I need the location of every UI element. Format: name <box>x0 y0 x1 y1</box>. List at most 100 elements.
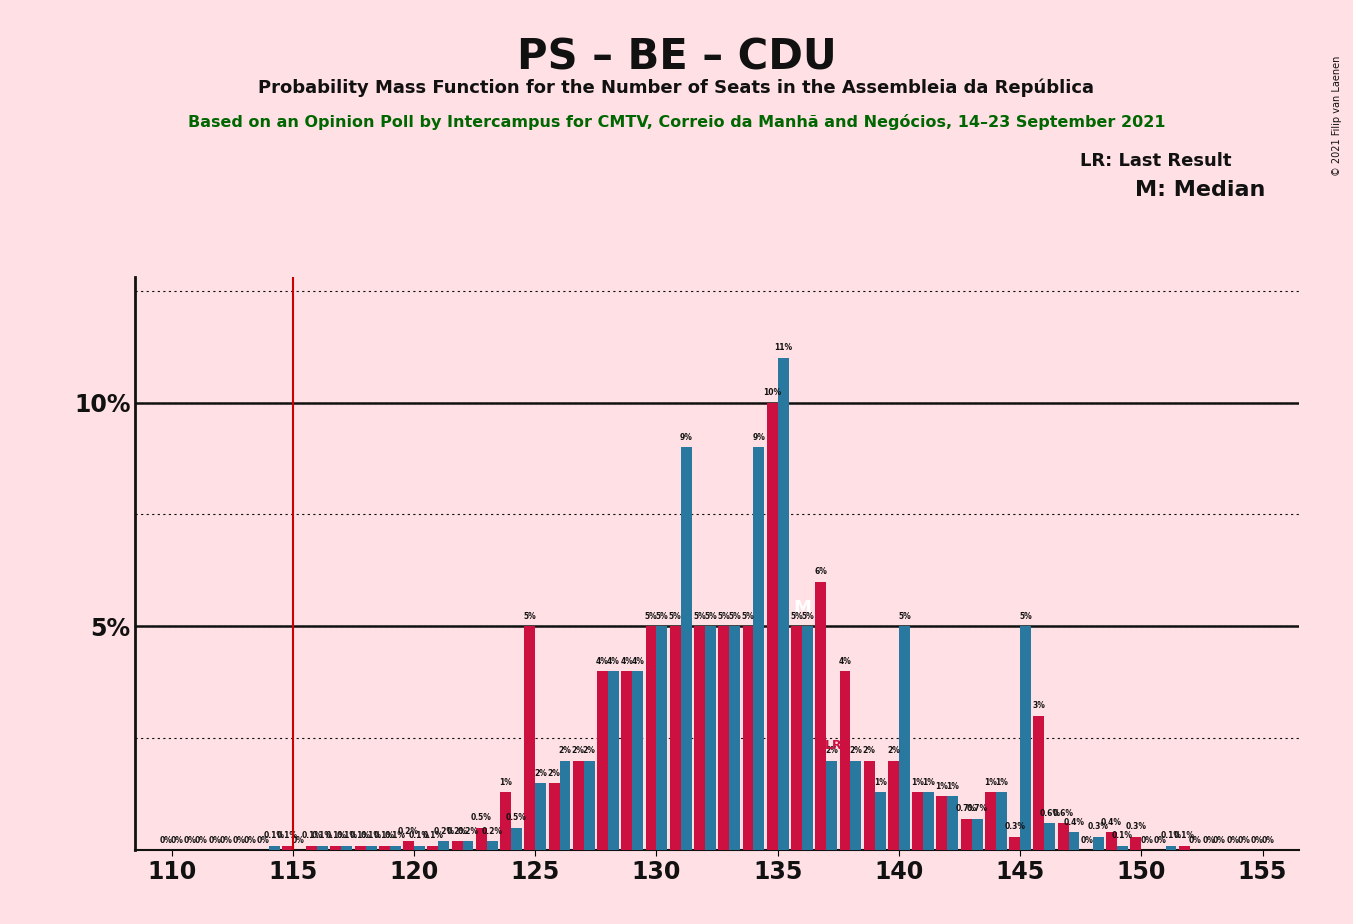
Text: 1%: 1% <box>994 777 1008 786</box>
Text: 0.1%: 0.1% <box>325 832 346 840</box>
Bar <box>463 841 474 850</box>
Bar <box>802 626 813 850</box>
Bar <box>778 358 789 850</box>
Text: 1%: 1% <box>923 777 935 786</box>
Text: 0%: 0% <box>257 835 269 845</box>
Text: 0.1%: 0.1% <box>313 832 333 840</box>
Text: PS – BE – CDU: PS – BE – CDU <box>517 37 836 79</box>
Bar <box>645 626 656 850</box>
Bar <box>452 841 463 850</box>
Text: 0.2%: 0.2% <box>398 827 419 835</box>
Bar <box>947 796 958 850</box>
Bar <box>1107 833 1118 850</box>
Text: M: M <box>793 600 810 617</box>
Text: 0.2%: 0.2% <box>457 827 479 835</box>
Text: 0%: 0% <box>1261 835 1275 845</box>
Text: 0%: 0% <box>1214 835 1226 845</box>
Bar <box>1069 833 1080 850</box>
Text: 0%: 0% <box>219 835 231 845</box>
Bar <box>1093 836 1104 850</box>
Text: 5%: 5% <box>790 612 802 621</box>
Text: 0%: 0% <box>170 835 184 845</box>
Bar <box>863 760 874 850</box>
Text: 5%: 5% <box>668 612 682 621</box>
Bar <box>621 671 632 850</box>
Bar <box>341 845 352 850</box>
Text: 0.4%: 0.4% <box>1063 818 1085 827</box>
Bar <box>390 845 400 850</box>
Bar <box>354 845 365 850</box>
Bar <box>1045 823 1055 850</box>
Text: 5%: 5% <box>1019 612 1032 621</box>
Text: 0.6%: 0.6% <box>1039 808 1061 818</box>
Text: 4%: 4% <box>632 657 644 665</box>
Text: 0%: 0% <box>160 835 173 845</box>
Text: 0.1%: 0.1% <box>1161 832 1181 840</box>
Text: 0.5%: 0.5% <box>471 813 491 822</box>
Text: 2%: 2% <box>559 747 571 755</box>
Bar <box>330 845 341 850</box>
Text: 0.6%: 0.6% <box>1053 808 1074 818</box>
Bar <box>1058 823 1069 850</box>
Bar <box>1130 836 1142 850</box>
Text: 0%: 0% <box>184 835 198 845</box>
Text: 1%: 1% <box>946 782 959 791</box>
Text: 1%: 1% <box>912 777 924 786</box>
Bar <box>670 626 681 850</box>
Text: 1%: 1% <box>874 777 886 786</box>
Text: 9%: 9% <box>679 433 693 442</box>
Text: 5%: 5% <box>524 612 536 621</box>
Bar <box>597 671 607 850</box>
Text: Based on an Opinion Poll by Intercampus for CMTV, Correio da Manhã and Negócios,: Based on an Opinion Poll by Intercampus … <box>188 114 1165 129</box>
Text: M: Median: M: Median <box>1135 180 1265 201</box>
Text: 5%: 5% <box>801 612 813 621</box>
Text: 0.2%: 0.2% <box>433 827 455 835</box>
Text: 0%: 0% <box>1226 835 1239 845</box>
Text: 1%: 1% <box>984 777 997 786</box>
Bar <box>923 792 934 850</box>
Bar <box>767 403 778 850</box>
Text: 0.1%: 0.1% <box>422 832 444 840</box>
Bar <box>656 626 667 850</box>
Text: 0.1%: 0.1% <box>1112 832 1132 840</box>
Bar <box>1020 626 1031 850</box>
Text: 2%: 2% <box>850 747 862 755</box>
Text: 0%: 0% <box>1081 835 1093 845</box>
Text: 0.1%: 0.1% <box>360 832 382 840</box>
Text: 5%: 5% <box>704 612 717 621</box>
Bar <box>754 447 764 850</box>
Bar <box>269 845 280 850</box>
Text: 0.7%: 0.7% <box>955 805 977 813</box>
Bar <box>936 796 947 850</box>
Text: 0.1%: 0.1% <box>373 832 395 840</box>
Text: 0.2%: 0.2% <box>482 827 503 835</box>
Bar <box>1009 836 1020 850</box>
Text: 0%: 0% <box>1141 835 1153 845</box>
Text: 4%: 4% <box>621 657 633 665</box>
Text: 5%: 5% <box>728 612 741 621</box>
Bar <box>306 845 317 850</box>
Text: 2%: 2% <box>572 747 584 755</box>
Bar <box>912 792 923 850</box>
Bar <box>729 626 740 850</box>
Text: 0%: 0% <box>233 835 245 845</box>
Text: 0.1%: 0.1% <box>264 832 284 840</box>
Bar <box>839 671 851 850</box>
Bar <box>792 626 802 850</box>
Bar <box>694 626 705 850</box>
Bar <box>1178 845 1189 850</box>
Bar <box>548 783 560 850</box>
Bar <box>560 760 571 850</box>
Text: 5%: 5% <box>644 612 658 621</box>
Text: 0.1%: 0.1% <box>302 832 322 840</box>
Text: 2%: 2% <box>825 747 838 755</box>
Text: 0%: 0% <box>195 835 208 845</box>
Bar <box>898 626 909 850</box>
Text: 0.1%: 0.1% <box>384 832 406 840</box>
Text: 4%: 4% <box>607 657 620 665</box>
Bar <box>888 760 898 850</box>
Bar <box>874 792 886 850</box>
Bar <box>511 828 522 850</box>
Bar <box>379 845 390 850</box>
Text: 5%: 5% <box>656 612 668 621</box>
